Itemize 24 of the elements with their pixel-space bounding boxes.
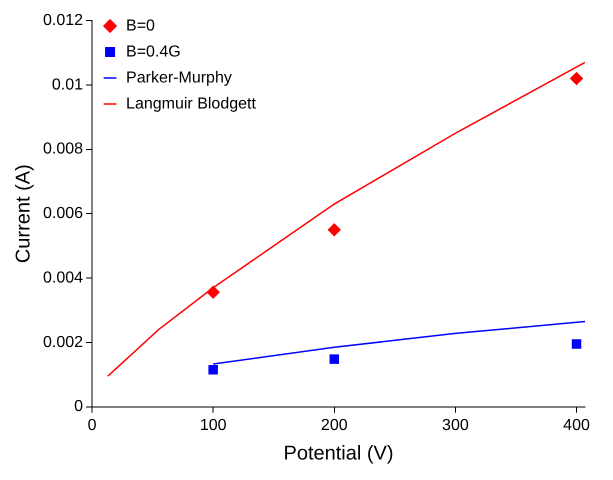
point — [206, 286, 220, 299]
y-tick-label: 0 — [74, 398, 84, 416]
point — [330, 354, 340, 364]
x-tick-label: 300 — [442, 416, 469, 434]
y-tick-label: 0.012 — [42, 12, 84, 30]
x-tick-label: 200 — [320, 416, 348, 434]
legend-label: B=0 — [126, 17, 156, 34]
point — [570, 72, 584, 86]
y-tick-label: 0.01 — [52, 76, 84, 94]
y-axis-title: Current (A) — [12, 164, 35, 264]
point — [208, 365, 218, 375]
point — [328, 223, 341, 236]
y-tick-label: 0.008 — [42, 140, 84, 158]
point — [572, 339, 582, 349]
y-tick-label: 0.002 — [42, 334, 84, 351]
legend-label: Parker-Murphy — [126, 69, 232, 86]
x-tick-label: 400 — [563, 416, 590, 434]
legend-label: B=0.4G — [126, 43, 181, 60]
legend-label: Langmuir Blodgett — [126, 95, 256, 112]
x-tick-label: 0 — [88, 416, 97, 434]
x-axis-title: Potential (V) — [283, 442, 394, 465]
y-tick-label: 0.006 — [42, 205, 84, 222]
y-tick-label: 0.004 — [42, 269, 84, 286]
x-tick-label: 100 — [200, 416, 227, 434]
